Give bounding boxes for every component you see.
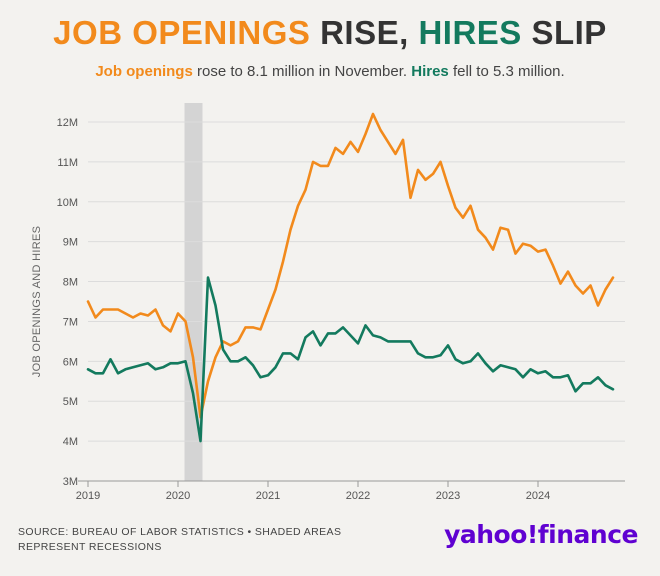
- y-tick-label-7: 10M: [57, 197, 78, 209]
- chart-subtitle: Job openings rose to 8.1 million in Nove…: [0, 63, 660, 80]
- y-tick-label-5: 8M: [63, 277, 78, 289]
- y-tick-label-1: 4M: [63, 436, 78, 448]
- x-tick-label-1: 2020: [166, 490, 190, 502]
- y-tick-label-8: 11M: [57, 157, 78, 169]
- series-line-job-openings: [86, 112, 615, 419]
- source-line-1: SOURCE: BUREAU OF LABOR STATISTICS • SHA…: [18, 526, 342, 538]
- y-tick-label-0: 3M: [63, 476, 78, 488]
- y-tick-label-3: 6M: [63, 356, 78, 368]
- y-axis-label: JOB OPENINGS AND HIRES: [31, 226, 43, 377]
- title-job-openings: JOB OPENINGS: [53, 14, 311, 51]
- series-line-hires: [86, 276, 615, 443]
- y-tick-label-4: 7M: [63, 316, 78, 328]
- source-note: SOURCE: BUREAU OF LABOR STATISTICS • SHA…: [18, 525, 341, 555]
- source-line-2: REPRESENT RECESSIONS: [18, 541, 162, 553]
- title-hires: HIRES: [418, 14, 522, 51]
- x-tick-label-0: 2019: [76, 490, 100, 502]
- y-tick-label-6: 9M: [63, 237, 78, 249]
- title-slip: SLIP: [521, 14, 607, 51]
- x-tick-label-5: 2024: [526, 490, 550, 502]
- subtitle-hires-text: fell to 5.3 million.: [448, 63, 565, 80]
- x-tick-label-4: 2023: [436, 490, 460, 502]
- yahoo-finance-logo: yahoo!finance: [444, 520, 638, 549]
- subtitle-openings-label: Job openings: [95, 63, 193, 80]
- y-tick-label-9: 12M: [57, 117, 78, 129]
- x-tick-label-2: 2021: [256, 490, 280, 502]
- subtitle-hires-label: Hires: [411, 63, 449, 80]
- y-tick-label-2: 5M: [63, 396, 78, 408]
- title-rise: RISE,: [310, 14, 419, 51]
- chart-title: JOB OPENINGS RISE, HIRES SLIP: [0, 14, 660, 52]
- recession-band: [184, 103, 203, 481]
- x-tick-label-3: 2022: [346, 490, 370, 502]
- subtitle-openings-text: rose to 8.1 million in November.: [192, 63, 412, 80]
